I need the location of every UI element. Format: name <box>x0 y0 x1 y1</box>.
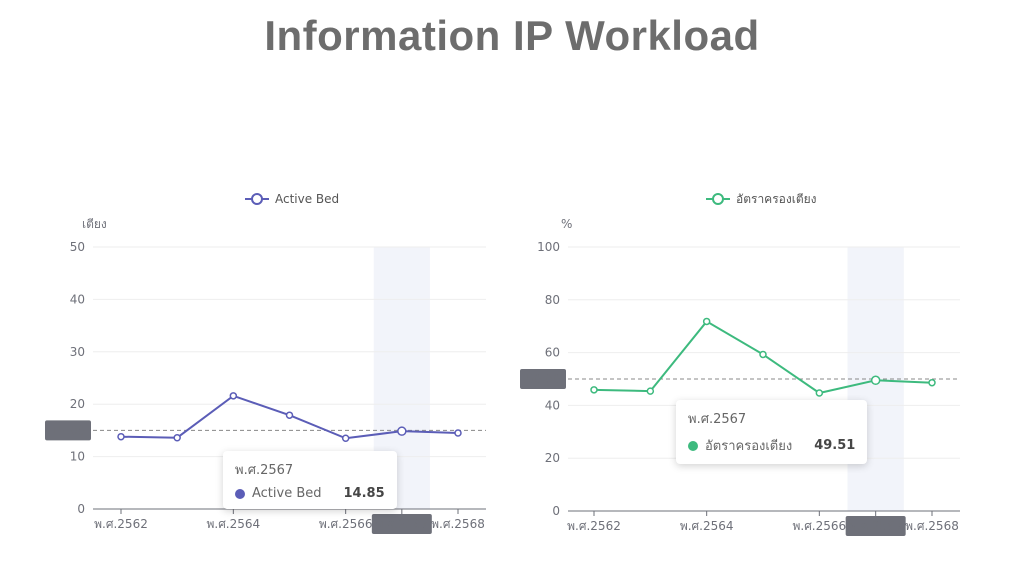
y-tick-label: 40 <box>545 398 560 412</box>
y-tick-label: 0 <box>552 504 560 518</box>
y-tick-label: 30 <box>70 345 85 359</box>
x-tick-label-highlight: พ.ศ.2567 <box>375 517 429 531</box>
x-tick-label: พ.ศ.2562 <box>94 517 148 531</box>
y-axis-pointer-label: 50.00 <box>526 372 560 386</box>
data-point <box>397 426 407 436</box>
y-axis-pointer-label: 15.00 <box>51 423 85 437</box>
legend-marker-icon <box>712 193 724 205</box>
x-tick-label: พ.ศ.2568 <box>905 519 959 533</box>
y-axis-pointer-badge <box>520 369 566 389</box>
tooltip-value: 49.51 <box>814 438 856 453</box>
data-point <box>646 387 655 395</box>
y-tick-label: 10 <box>70 450 85 464</box>
y-tick-label: 20 <box>70 397 85 411</box>
x-tick-label: พ.ศ.2564 <box>206 517 260 531</box>
data-point <box>117 432 125 441</box>
active-bed-tooltip: พ.ศ.2567 Active Bed 14.85 <box>223 451 397 509</box>
y-axis-pointer-badge <box>45 420 91 441</box>
y-tick-label: 60 <box>545 346 560 360</box>
data-point <box>870 375 881 386</box>
x-tick-label: พ.ศ.2566 <box>792 519 846 533</box>
data-point <box>702 317 711 326</box>
x-axis-pointer-badge <box>371 514 432 534</box>
tooltip-series-name: Active Bed <box>252 486 322 501</box>
data-point <box>229 392 238 400</box>
series-dot-icon <box>235 488 245 499</box>
data-point <box>454 429 462 437</box>
y-tick-label: 20 <box>545 451 560 465</box>
y-axis-label: เตียง <box>82 217 107 231</box>
x-tick-label-highlight: พ.ศ.2567 <box>849 519 903 533</box>
y-tick-label: 100 <box>537 240 560 254</box>
y-tick-label: 80 <box>545 293 560 307</box>
y-axis-label: % <box>561 217 572 231</box>
x-axis-pointer-badge <box>845 516 906 536</box>
data-point <box>590 386 598 394</box>
tooltip-value: 14.85 <box>343 486 385 501</box>
tooltip-title: พ.ศ.2567 <box>688 412 747 427</box>
legend-marker-icon <box>251 193 263 205</box>
y-tick-label: 50 <box>70 240 85 254</box>
page-title: Information IP Workload <box>264 12 760 59</box>
legend-label: Active Bed <box>275 192 339 206</box>
data-point <box>285 411 294 419</box>
x-tick-label: พ.ศ.2562 <box>567 519 621 533</box>
data-point <box>173 433 181 442</box>
x-tick-label: พ.ศ.2564 <box>680 519 734 533</box>
y-tick-label: 0 <box>77 502 85 516</box>
data-point <box>341 434 350 443</box>
data-point <box>759 350 767 359</box>
legend-label: อัตราครองเตียง <box>736 192 817 206</box>
occupancy-rate-tooltip: พ.ศ.2567 อัตราครองเตียง 49.51 <box>676 400 868 464</box>
data-point <box>815 389 824 397</box>
tooltip-title: พ.ศ.2567 <box>235 463 294 478</box>
series-dot-icon <box>688 440 698 451</box>
y-tick-label: 40 <box>70 292 85 306</box>
x-tick-label: พ.ศ.2566 <box>319 517 373 531</box>
data-point <box>928 378 936 387</box>
x-tick-label: พ.ศ.2568 <box>431 517 485 531</box>
tooltip-series-name: อัตราครองเตียง <box>705 439 793 454</box>
